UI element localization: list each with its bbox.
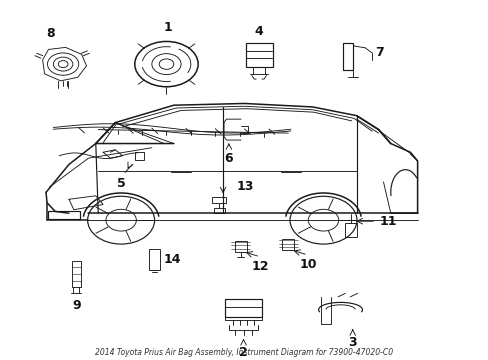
- Text: 11: 11: [378, 215, 396, 228]
- Bar: [48, 211, 80, 219]
- Text: 1: 1: [163, 22, 171, 35]
- Bar: [72, 261, 81, 287]
- Text: 7: 7: [374, 46, 383, 59]
- Bar: [342, 43, 352, 69]
- Text: 3: 3: [348, 336, 356, 349]
- Text: 14: 14: [163, 253, 181, 266]
- Text: 12: 12: [251, 260, 268, 273]
- Bar: [213, 208, 224, 213]
- Text: 2014 Toyota Prius Air Bag Assembly, Instrument Diagram for 73900-47020-C0: 2014 Toyota Prius Air Bag Assembly, Inst…: [95, 348, 393, 357]
- Text: 13: 13: [236, 180, 253, 193]
- Text: 2: 2: [239, 346, 247, 359]
- Bar: [282, 239, 294, 250]
- Bar: [245, 42, 272, 67]
- Text: 6: 6: [224, 152, 233, 165]
- Text: 10: 10: [299, 258, 316, 271]
- Text: 4: 4: [254, 25, 263, 38]
- Text: 9: 9: [72, 299, 81, 312]
- Text: 5: 5: [117, 177, 126, 190]
- Bar: [225, 299, 261, 317]
- Bar: [135, 152, 144, 159]
- Bar: [234, 241, 246, 252]
- Bar: [211, 197, 226, 203]
- Bar: [149, 249, 159, 270]
- Bar: [344, 223, 356, 237]
- Text: 8: 8: [46, 27, 55, 40]
